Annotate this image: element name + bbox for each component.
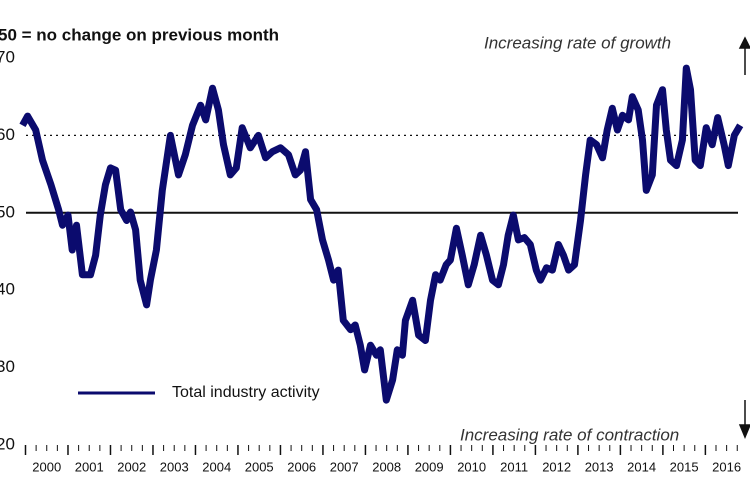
- x-tick-label: 2007: [330, 459, 359, 474]
- x-tick-label: 2000: [32, 459, 61, 474]
- y-tick-label: 70: [0, 47, 15, 66]
- x-tick-label: 2005: [245, 459, 274, 474]
- y-tick-label: 40: [0, 280, 15, 299]
- x-tick-label: 2006: [287, 459, 316, 474]
- data-line: [19, 64, 744, 404]
- x-tick-label: 2002: [117, 459, 146, 474]
- x-tick-label: 2010: [457, 459, 486, 474]
- arrows: [738, 36, 750, 439]
- x-tick-label: 2016: [712, 459, 741, 474]
- legend-label: Total industry activity: [172, 384, 320, 401]
- chart-title: 50 = no change on previous month: [0, 25, 279, 44]
- x-tick-label: 2012: [542, 459, 571, 474]
- y-tick-label: 50: [0, 202, 15, 221]
- y-tick-label: 20: [0, 434, 15, 453]
- x-tick-label: 2009: [415, 459, 444, 474]
- y-tick-label: 60: [0, 125, 15, 144]
- x-tick-label: 2004: [202, 459, 231, 474]
- x-tick-label: 2008: [372, 459, 401, 474]
- x-tick-label: 2001: [75, 459, 104, 474]
- x-tick-label: 2015: [670, 459, 699, 474]
- y-tick-label: 30: [0, 357, 15, 376]
- x-tick-label: 2011: [500, 459, 528, 474]
- x-tick-label: 2014: [627, 459, 656, 474]
- x-tick-label: 2003: [160, 459, 189, 474]
- x-tick-label: 2013: [585, 459, 614, 474]
- annotation: Increasing rate of growth: [484, 33, 671, 52]
- annotation: Increasing rate of contraction: [460, 425, 679, 444]
